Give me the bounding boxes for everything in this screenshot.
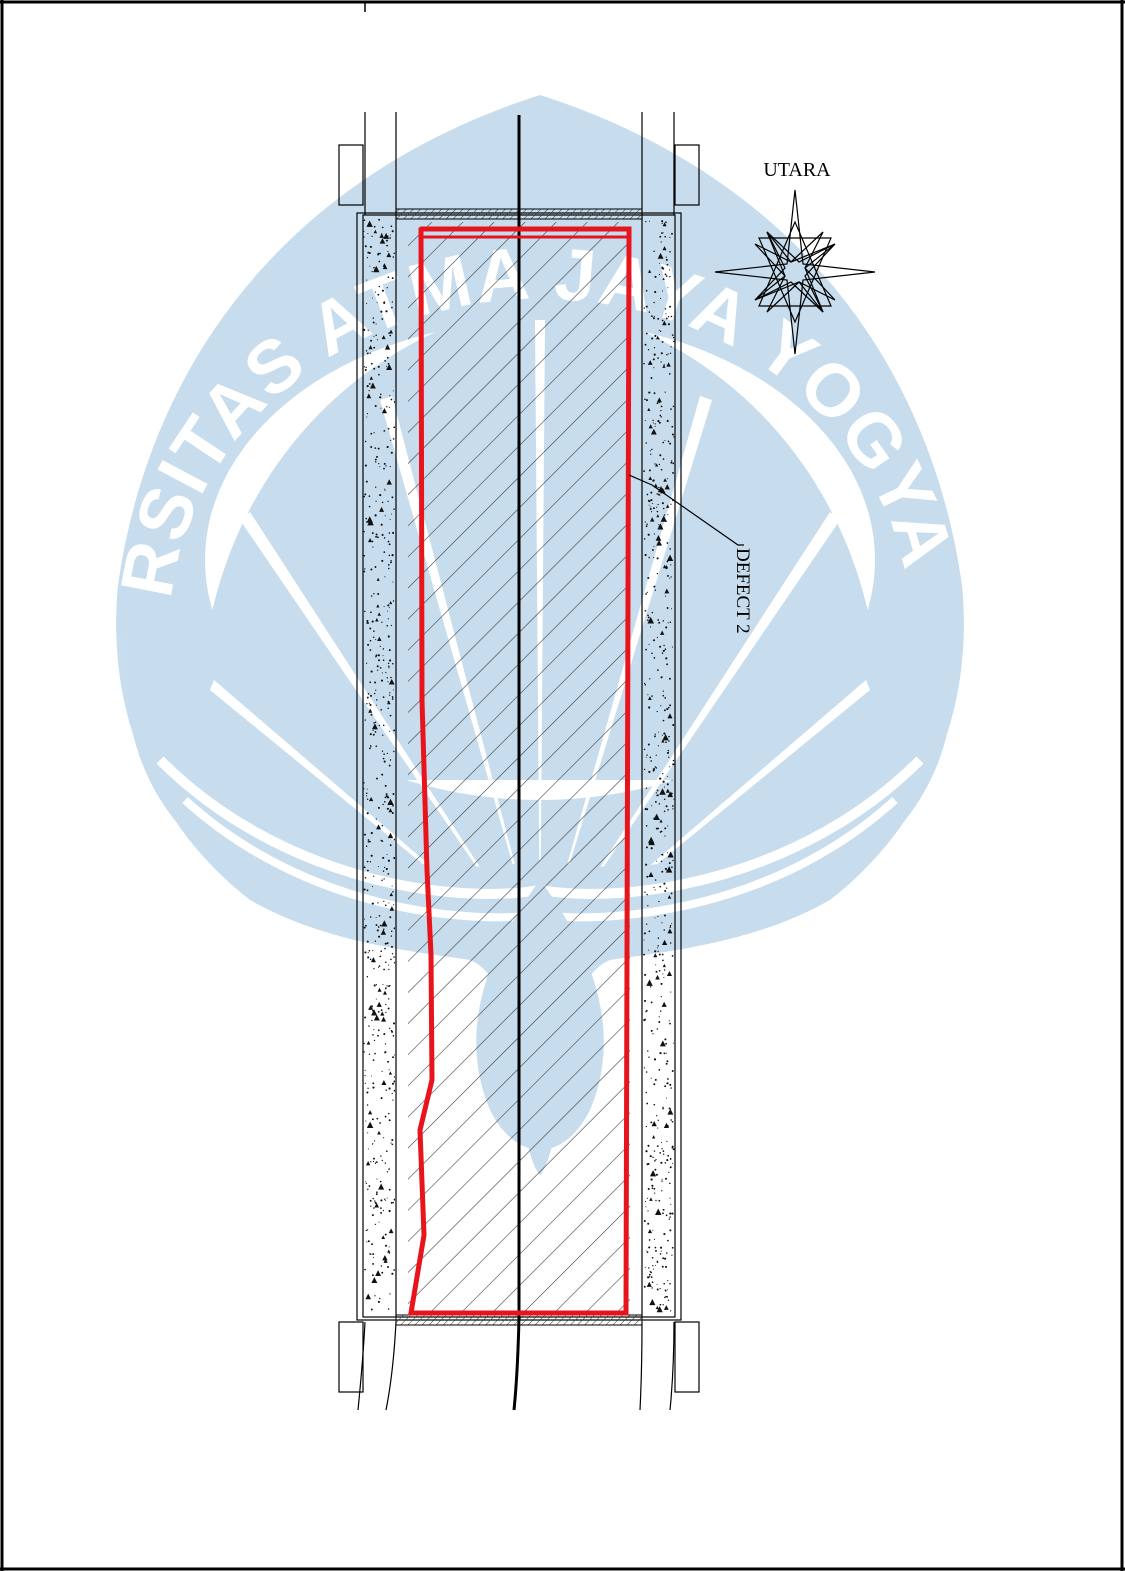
north-label: UTARA	[763, 159, 831, 181]
center-line	[512, 115, 521, 1411]
defect-leader	[628, 474, 744, 546]
concrete-strip-right	[643, 220, 675, 1313]
defect-label: DEFECT 2	[732, 548, 753, 634]
concrete-strip-left	[363, 218, 395, 1311]
north-arrow: UTARA	[714, 159, 876, 355]
defect-outline-top-inner	[418, 227, 631, 239]
compass-star-icon	[714, 189, 876, 355]
rail-lines	[357, 112, 675, 1411]
joint-blocks	[338, 144, 700, 1393]
